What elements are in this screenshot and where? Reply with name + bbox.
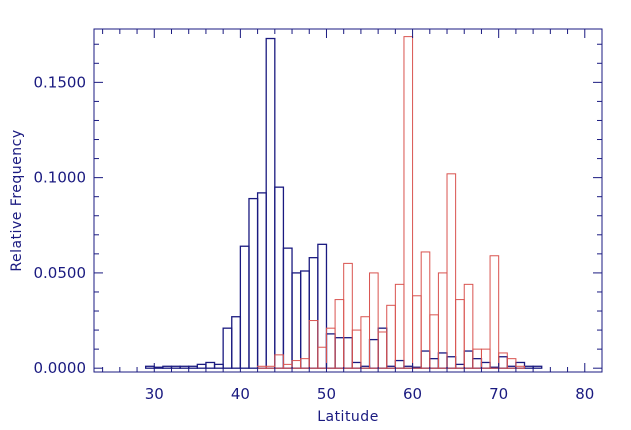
histogram-bar <box>325 333 336 369</box>
histogram-bar <box>420 251 431 369</box>
histogram-bar <box>429 314 439 369</box>
histogram-bar <box>265 37 276 369</box>
y-axis-title: Relative Frequency <box>9 129 25 271</box>
plot-frame <box>93 28 603 373</box>
x-axis-title: Latitude <box>317 409 379 425</box>
histogram-bar <box>480 361 491 369</box>
histogram-bar <box>403 36 414 369</box>
y-tick-labels: 0.0000 0.0500 0.1000 0.1500 <box>34 73 87 377</box>
histogram-bar <box>412 295 422 369</box>
histogram-bar <box>162 365 173 369</box>
histogram-bar <box>463 283 474 369</box>
histogram-bar <box>369 272 379 369</box>
x-tick-label: 30 <box>145 385 164 403</box>
histogram-bar <box>515 361 526 369</box>
histogram-bar <box>196 363 207 369</box>
histogram-bar <box>291 360 302 369</box>
x-tick-label: 40 <box>231 385 250 403</box>
histogram-bar <box>386 304 396 369</box>
histogram-bar <box>368 338 379 369</box>
histogram-bar <box>498 352 508 369</box>
histogram-bar <box>515 365 526 369</box>
histogram-bar <box>308 257 319 369</box>
x-tick-label: 70 <box>489 385 508 403</box>
histogram-bar <box>394 359 405 369</box>
histogram-bar <box>523 365 534 369</box>
histogram-bar <box>480 348 491 369</box>
x-tick-label: 50 <box>317 385 336 403</box>
histogram-bar <box>317 243 328 369</box>
histogram-bar <box>282 247 293 369</box>
histogram-bar <box>317 346 327 369</box>
histogram-bar <box>437 272 448 369</box>
histogram-bar <box>334 299 345 369</box>
histogram-bar <box>429 358 440 369</box>
histogram-bar <box>343 262 353 369</box>
histogram-bar <box>394 283 405 369</box>
histogram-bar <box>265 365 276 369</box>
histogram-bar <box>213 363 224 369</box>
histogram-bar <box>257 365 267 369</box>
x-tick-label: 80 <box>575 385 594 403</box>
histogram-bar <box>506 358 517 369</box>
histogram-bar <box>472 358 483 369</box>
histogram-bar <box>248 197 259 369</box>
histogram-bar <box>351 361 362 369</box>
histogram-bar <box>274 354 284 369</box>
histogram-bar <box>188 365 198 369</box>
histogram-bar <box>179 365 190 369</box>
y-tick-label: 0.0500 <box>34 264 87 282</box>
y-tick-label: 0.1500 <box>34 73 87 91</box>
histogram-bar <box>274 186 285 369</box>
histogram-bar <box>377 327 388 369</box>
histogram-bar <box>300 358 310 369</box>
histogram-bar <box>420 350 431 369</box>
histogram-bar <box>437 352 448 369</box>
x-axis-ticks <box>102 29 603 372</box>
histogram-bar <box>222 327 233 369</box>
histogram-bar <box>170 365 181 369</box>
histogram-bar <box>446 173 457 369</box>
histogram-bar <box>153 366 164 369</box>
histogram-bar <box>308 320 319 369</box>
histogram-bar <box>498 356 508 369</box>
histogram-bar <box>256 192 267 369</box>
histogram-bar <box>446 356 457 369</box>
histogram-bar <box>231 316 242 369</box>
histogram-bar <box>455 299 465 369</box>
histogram-bar <box>377 331 388 369</box>
histogram-bar <box>343 337 353 369</box>
histogram-bar <box>239 245 250 369</box>
histogram-bar <box>299 270 310 369</box>
histogram-bar <box>360 316 371 369</box>
y-axis-ticks <box>94 43 602 369</box>
histogram-bar <box>489 255 500 369</box>
histogram-bar <box>463 350 474 369</box>
histogram-bar <box>291 272 302 369</box>
histogram-bar <box>454 363 465 369</box>
histogram-bar <box>532 365 543 369</box>
y-tick-label: 0.0000 <box>34 359 87 377</box>
series-b-bars <box>257 36 526 369</box>
y-tick-label: 0.1000 <box>34 169 87 187</box>
x-tick-labels: 30 40 50 60 70 80 <box>145 385 595 403</box>
histogram-bar <box>334 337 345 369</box>
histogram-bar <box>205 361 216 369</box>
x-tick-label: 60 <box>403 385 422 403</box>
histogram-bar <box>145 365 155 369</box>
